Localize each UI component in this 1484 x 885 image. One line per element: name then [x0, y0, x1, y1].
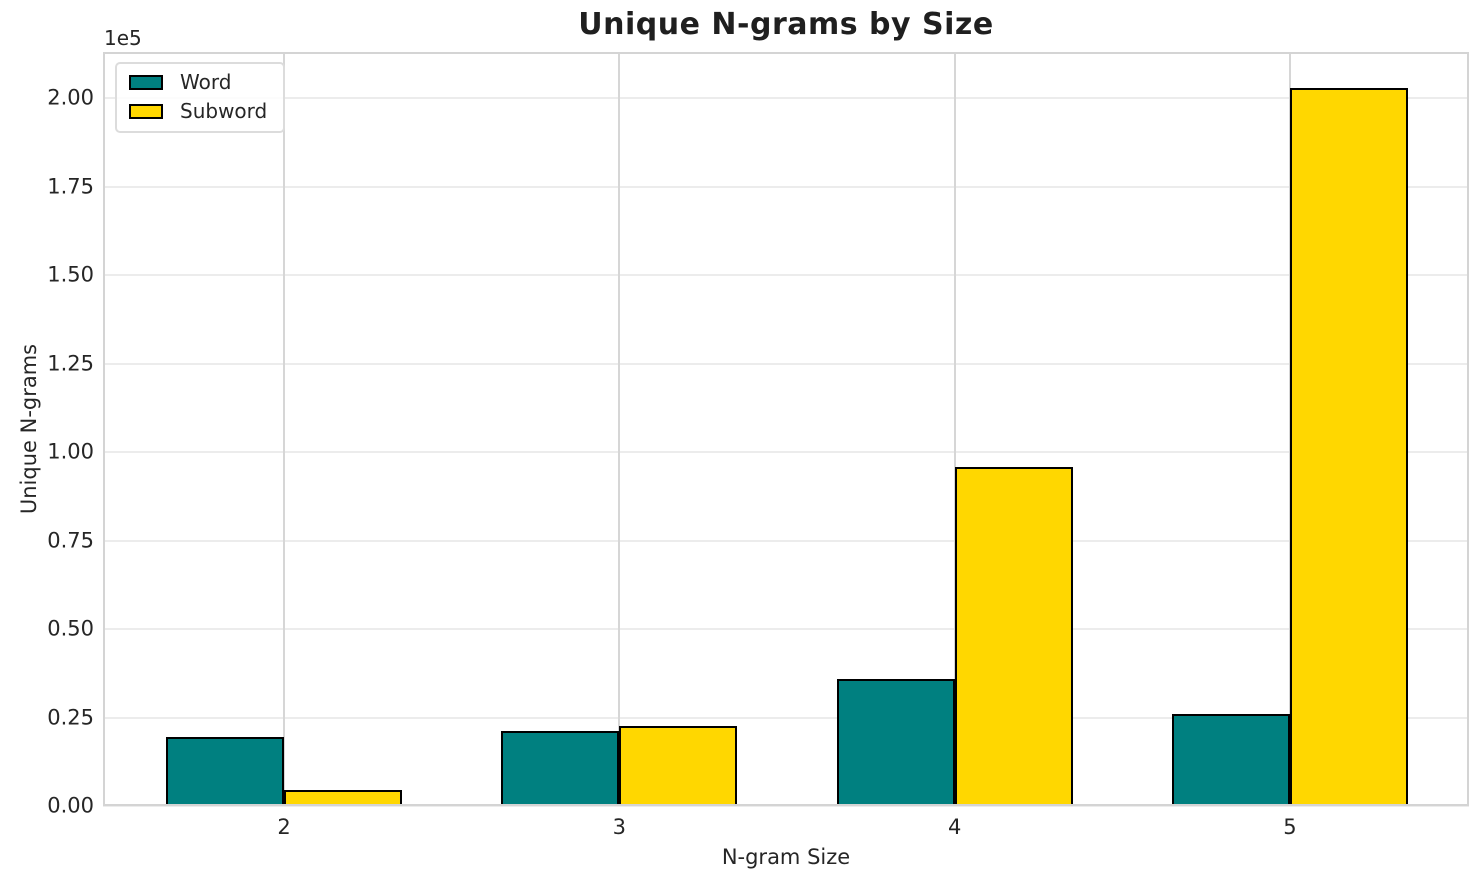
bar-subword-5: [1289, 88, 1408, 806]
h-gridline: [103, 185, 1469, 188]
y-tick-label: 1.75: [47, 174, 94, 199]
bar-subword-4: [954, 466, 1073, 806]
y-tick-label: 0.50: [47, 616, 94, 641]
x-tick-label: 3: [612, 815, 627, 839]
plot-border: [103, 52, 1469, 806]
h-gridline: [103, 451, 1469, 453]
h-gridline: [103, 362, 1469, 365]
y-axis-offset-label: 1e5: [104, 26, 142, 50]
legend-label-word: Word: [180, 70, 232, 94]
x-axis-label: N-gram Size: [721, 845, 851, 869]
legend: Word Subword: [115, 62, 286, 133]
x-tick-label: 4: [947, 815, 962, 839]
v-gridline: [618, 52, 621, 806]
x-tick-label: 5: [1283, 815, 1297, 839]
legend-swatch-subword: [129, 103, 163, 119]
bar-subword-2: [284, 789, 403, 806]
h-gridline: [103, 716, 1469, 719]
bar-word-4: [836, 678, 955, 806]
legend-label-subword: Subword: [180, 99, 268, 123]
h-gridline: [103, 628, 1469, 630]
legend-item-subword: Subword: [129, 99, 267, 123]
h-gridline: [103, 97, 1469, 100]
y-tick-label: 2.00: [47, 85, 94, 110]
bar-word-2: [166, 736, 285, 806]
bar-word-5: [1171, 713, 1290, 806]
y-tick-label: 1.50: [47, 262, 94, 287]
legend-item-word: Word: [129, 70, 267, 94]
y-tick-label: 0.00: [47, 793, 94, 818]
legend-swatch-word: [129, 74, 163, 90]
bar-subword-3: [619, 726, 738, 806]
y-tick-label: 0.25: [47, 705, 94, 730]
v-gridline: [283, 52, 286, 806]
h-gridline: [103, 274, 1469, 276]
v-gridline: [953, 52, 956, 806]
y-tick-label: 1.00: [47, 439, 94, 464]
bar-word-3: [501, 730, 620, 806]
y-tick-label: 1.25: [47, 351, 94, 376]
h-gridline: [103, 805, 1469, 807]
chart-title: Unique N-grams by Size: [578, 7, 994, 42]
h-gridline: [103, 539, 1469, 542]
x-tick-label: 2: [277, 815, 291, 839]
plot-area: Word Subword: [103, 52, 1469, 807]
y-tick-label: 0.75: [47, 528, 94, 553]
